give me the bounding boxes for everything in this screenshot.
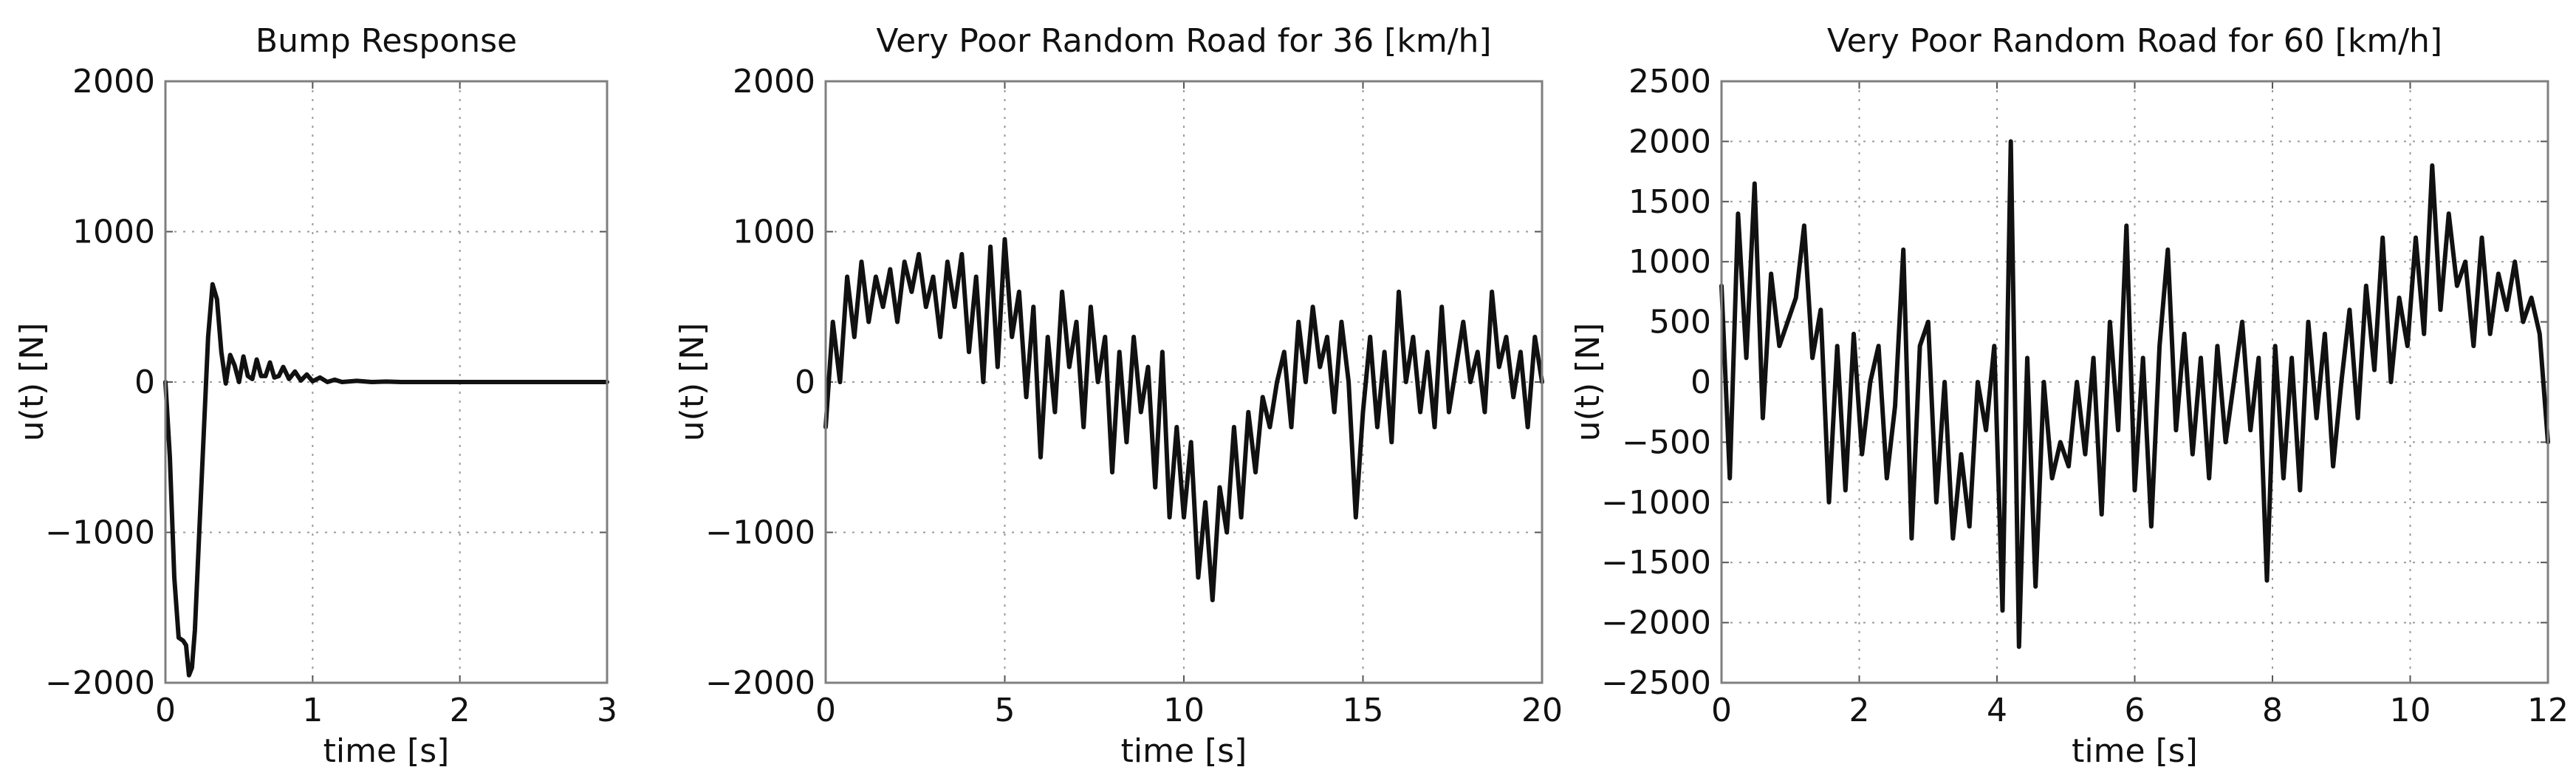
x-tick-label: 0 [1711,692,1732,729]
x-tick-label: 2 [450,692,470,729]
y-tick-label: 0 [1690,364,1711,401]
y-tick-label: 2000 [733,63,815,100]
y-tick-label: −1000 [1601,484,1711,522]
y-tick-label: 0 [795,364,815,401]
chart-1: 0 1 2 3 −2000 −1000 0 1000 2000 Bump Response time… [13,22,617,770]
x-tick-label: 20 [1521,692,1563,729]
x-tick-label: 3 [597,692,617,729]
series-line [1719,139,2550,650]
y-tick-label: −2000 [705,664,815,702]
y-tick-label: 2000 [72,63,155,100]
y-tick-label: 1000 [733,214,815,251]
y-tick-label: −500 [1622,423,1711,461]
y-tick-label: 1000 [72,214,155,251]
series-line [163,282,609,678]
y-tick-label: −2500 [1601,664,1711,702]
x-tick-label: 8 [2262,692,2283,729]
y-tick-label: 0 [134,364,155,401]
y-tick-label: −1000 [45,514,155,552]
chart-2: 0 5 10 15 20 −2000 −1000 0 1000 2000 Very Poor Ran… [674,22,1563,770]
x-tick-label: 0 [815,692,836,729]
x-axis-label: time [s] [2072,732,2198,770]
axes-frame [164,80,609,684]
y-axis-label: u(t) [N] [1569,323,1607,442]
y-axis-label: u(t) [N] [13,323,51,442]
y-axis-label: u(t) [N] [674,323,711,442]
x-tick-label: 4 [1987,692,2007,729]
x-tick-label: 2 [1849,692,1870,729]
chart-title: Very Poor Random Road for 36 [km/h] [876,22,1491,60]
y-tick-label: 1000 [1628,243,1711,281]
y-tick-label: 500 [1649,304,1711,341]
y-tick-label: −1000 [705,514,815,552]
x-tick-label: 5 [995,692,1015,729]
axes-frame [1720,80,2549,684]
series-line [823,236,1544,603]
x-axis-label: time [s] [1121,732,1247,770]
x-tick-label: 10 [1163,692,1205,729]
y-tick-label: 1500 [1628,183,1711,221]
x-tick-label: 12 [2527,692,2569,729]
axes-frame [824,80,1544,684]
x-tick-label: 6 [2125,692,2145,729]
x-tick-label: 15 [1343,692,1384,729]
x-axis-label: time [s] [323,732,450,770]
y-tick-label: −2000 [1601,604,1711,642]
y-tick-label: 2500 [1628,63,1711,100]
chart-3: 0 2 4 6 8 10 12 −2500 −2000 −1500 −1000 −500 0 500 100… [1569,22,2569,770]
x-tick-label: 1 [302,692,323,729]
x-tick-label: 0 [155,692,176,729]
y-tick-label: −2000 [45,664,155,702]
y-tick-label: 2000 [1628,123,1711,160]
x-tick-label: 10 [2390,692,2431,729]
chart-title: Very Poor Random Road for 60 [km/h] [1827,22,2442,60]
y-tick-label: −1500 [1601,544,1711,582]
chart-title: Bump Response [256,22,517,60]
